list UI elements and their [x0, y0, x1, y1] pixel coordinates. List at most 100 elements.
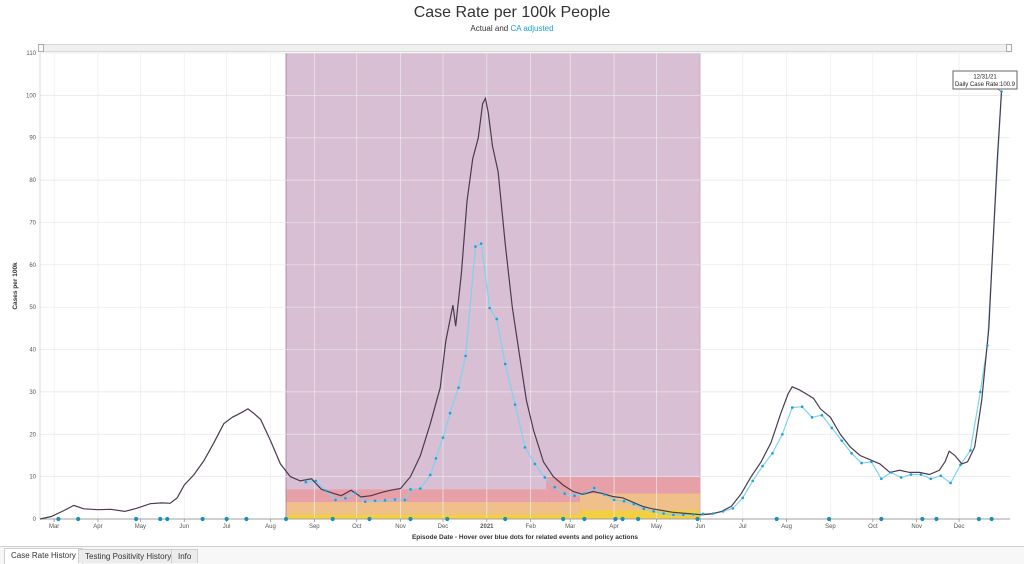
ca-adjusted-point-50 — [771, 452, 774, 455]
event-dot-24[interactable] — [934, 516, 939, 522]
ca-adjusted-point-42 — [691, 513, 695, 516]
grid-lines — [40, 52, 1010, 520]
y-tick-label-40: 40 — [29, 348, 36, 354]
event-dot-11[interactable] — [408, 516, 413, 522]
ca-adjusted-point-60 — [870, 460, 873, 464]
event-dot-22[interactable] — [879, 516, 884, 522]
ca-adjusted-point-70 — [969, 449, 972, 452]
tooltip-value: Daily Case Rate:100.9 — [955, 82, 1016, 88]
ca-adjusted-point-4 — [344, 496, 347, 500]
ca-adjusted-point-58 — [850, 452, 853, 455]
ca-adjusted-point-59 — [860, 461, 863, 465]
y-tick-label-50: 50 — [29, 305, 36, 311]
ca-adjusted-point-17 — [457, 386, 460, 389]
ca-adjusted-point-33 — [602, 493, 606, 496]
x-tick-label-21: Dec — [954, 524, 965, 530]
ca-adjusted-point-48 — [751, 479, 754, 483]
ca-adjusted-point-27 — [543, 476, 547, 479]
event-dot-17[interactable] — [620, 516, 625, 522]
ca-adjusted-point-53 — [800, 405, 804, 409]
ca-adjusted-point-72 — [986, 344, 989, 347]
ca-adjusted-point-46 — [731, 507, 735, 510]
event-dot-25[interactable] — [976, 516, 981, 522]
case-rate-chart: 0 10 20 30 40 50 60 70 80 90 100 110 Mar Apr May Jun Jul… — [12, 51, 1018, 541]
y-tick-label-110: 110 — [26, 51, 36, 57]
ca-adjusted-point-64 — [909, 473, 913, 476]
event-dot-4[interactable] — [165, 516, 170, 522]
ca-adjusted-point-23 — [503, 362, 507, 366]
event-dot-9[interactable] — [330, 516, 335, 522]
event-dot-26[interactable] — [989, 516, 994, 522]
ca-adjusted-point-3 — [334, 498, 337, 502]
ca-adjusted-point-24 — [513, 403, 517, 406]
ca-adjusted-point-66 — [929, 477, 933, 481]
subtitle-prefix: Actual and — [470, 24, 511, 33]
event-dot-14[interactable] — [561, 516, 566, 522]
event-dot-12[interactable] — [445, 516, 450, 522]
x-tick-label-2: May — [135, 524, 146, 530]
event-dot-1[interactable] — [76, 516, 81, 522]
ca-adjusted-point-15 — [441, 436, 445, 439]
ca-adjusted-point-14 — [434, 457, 438, 460]
event-dot-13[interactable] — [503, 516, 508, 522]
event-dot-16[interactable] — [613, 516, 618, 522]
y-tick-label-0: 0 — [33, 517, 37, 523]
ca-adjusted-point-26 — [533, 462, 537, 466]
tooltip-box — [952, 70, 1018, 90]
y-tick-label-20: 20 — [29, 432, 36, 438]
chart-title: Case Rate per 100k People — [413, 4, 611, 21]
event-dot-8[interactable] — [283, 516, 289, 522]
event-dot-21[interactable] — [826, 516, 832, 522]
x-tick-label-11: Feb — [525, 524, 536, 530]
ca-adjusted-point-43 — [701, 512, 705, 516]
ca-adjusted-point-25 — [523, 446, 527, 449]
x-tick-label-7: Oct — [352, 524, 362, 530]
tab-bar: Case Rate History Testing Positivity His… — [0, 546, 1024, 564]
tooltip-date: 12/31/21 — [973, 75, 997, 81]
x-tick-label-3: Jun — [179, 524, 189, 530]
ca-adjusted-point-7 — [373, 499, 377, 503]
y-tick-label-90: 90 — [29, 136, 36, 142]
ca-adjusted-point-47 — [741, 496, 745, 500]
ca-adjusted-point-28 — [553, 485, 556, 489]
ca-adjusted-point-67 — [939, 474, 943, 478]
event-dot-15[interactable] — [582, 516, 587, 522]
event-dot-5[interactable] — [200, 516, 205, 522]
x-tick-label-20: Nov — [911, 524, 922, 530]
x-axis-title: Episode Date - Hover over blue dots for … — [412, 534, 638, 541]
navigator-handle-left[interactable] — [38, 44, 44, 52]
x-tick-label-18: Sep — [825, 524, 836, 530]
event-dot-10[interactable] — [367, 516, 372, 522]
tab-case-rate-history[interactable]: Case Rate History — [4, 548, 83, 564]
range-navigator[interactable] — [38, 44, 1012, 52]
ca-adjusted-point-65 — [919, 473, 923, 476]
event-dot-2[interactable] — [134, 516, 139, 522]
x-tick-label-15: Jun — [695, 524, 705, 530]
series-layer — [39, 90, 1003, 520]
event-dot-18[interactable] — [636, 516, 641, 522]
y-tick-label-60: 60 — [29, 263, 36, 269]
event-dot-6[interactable] — [224, 516, 229, 522]
tab-testing-positivity-history[interactable]: Testing Positivity History — [78, 549, 179, 563]
event-dot-0[interactable] — [56, 516, 61, 522]
ca-adjusted-point-40 — [672, 513, 675, 517]
x-tick-label-19: Oct — [868, 524, 878, 530]
event-dot-20[interactable] — [774, 516, 779, 522]
navigator-handle-right[interactable] — [1006, 44, 1012, 52]
y-tick-label-80: 80 — [29, 178, 36, 184]
tier-bands — [285, 53, 701, 519]
tooltip-pointer — [997, 88, 1002, 92]
tab-info[interactable]: Info — [171, 549, 199, 563]
event-dot-23[interactable] — [920, 516, 925, 522]
ca-adjusted-point-61 — [880, 477, 883, 481]
event-dot-19[interactable] — [695, 516, 700, 522]
ca-adjusted-point-30 — [573, 494, 576, 498]
event-dot-7[interactable] — [244, 516, 249, 522]
subtitle-ca-adjusted-link[interactable]: CA adjusted — [510, 24, 554, 33]
event-dot-3[interactable] — [158, 516, 163, 522]
event-dots[interactable] — [56, 516, 994, 522]
ca-adjusted-point-31 — [583, 492, 586, 495]
ca-adjusted-point-0 — [304, 480, 308, 484]
ca-adjusted-point-5 — [354, 491, 357, 495]
x-tick-label-16: Jul — [739, 524, 747, 530]
